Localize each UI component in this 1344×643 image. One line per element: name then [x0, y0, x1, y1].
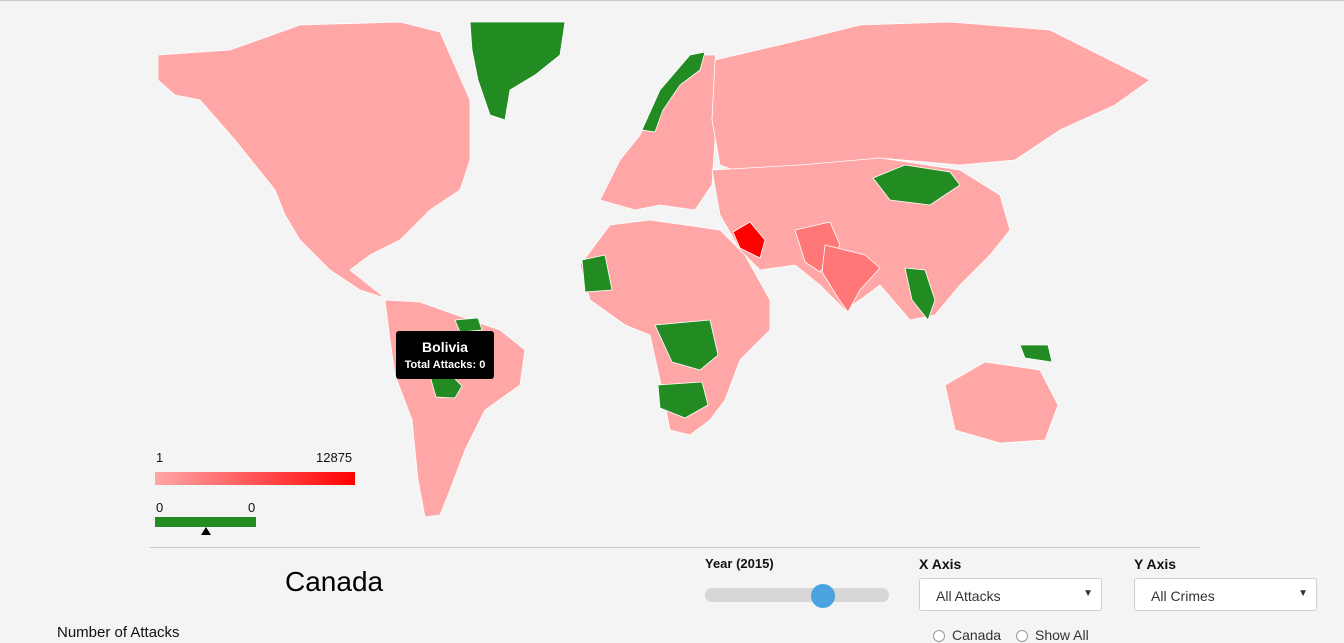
- zero-legend-min: 0: [156, 500, 164, 515]
- chevron-down-icon: ▼: [1298, 588, 1308, 599]
- number-of-attacks-label: Number of Attacks: [57, 624, 180, 641]
- zero-color-scale: [155, 517, 256, 527]
- top-border: [0, 0, 1344, 1]
- attacks-color-scale: [155, 472, 355, 485]
- x-axis-select[interactable]: All Attacks ▼: [919, 578, 1102, 611]
- attacks-legend-max: 12875: [316, 450, 353, 465]
- tooltip-country-name: Bolivia: [422, 339, 468, 355]
- map-region[interactable]: [581, 254, 613, 293]
- selected-country-title: Canada: [285, 566, 384, 597]
- radio-country[interactable]: [933, 630, 945, 642]
- radio-show-all-label: Show All: [1035, 627, 1089, 643]
- year-label: Year (2015): [705, 556, 774, 571]
- map-region[interactable]: [641, 51, 706, 133]
- zero-legend-max: 0: [248, 500, 256, 515]
- y-axis-select[interactable]: All Crimes ▼: [1134, 578, 1317, 611]
- map-region[interactable]: [904, 267, 936, 321]
- map-region[interactable]: [454, 317, 483, 333]
- y-axis-select-value: All Crimes: [1151, 588, 1215, 604]
- year-slider-thumb[interactable]: [810, 584, 835, 608]
- map-region[interactable]: [1019, 344, 1053, 363]
- world-map: [157, 21, 1151, 518]
- tooltip-total-attacks: Total Attacks: 0: [404, 359, 486, 371]
- attacks-legend-min: 1: [156, 450, 164, 465]
- country-tooltip: Bolivia Total Attacks: 0: [396, 331, 494, 379]
- radio-show-all[interactable]: [1016, 630, 1028, 642]
- year-slider[interactable]: [705, 588, 889, 602]
- chevron-down-icon: ▼: [1083, 588, 1093, 599]
- map-region[interactable]: [599, 54, 721, 211]
- map-region[interactable]: [469, 21, 566, 121]
- legend-marker-triangle-icon: [201, 527, 211, 535]
- map-region[interactable]: [157, 21, 471, 299]
- map-region[interactable]: [654, 319, 719, 371]
- section-divider: [150, 547, 1200, 548]
- y-axis-label: Y Axis: [1134, 556, 1177, 572]
- x-axis-select-value: All Attacks: [936, 588, 1001, 604]
- map-region[interactable]: [732, 221, 766, 259]
- map-region[interactable]: [821, 244, 881, 313]
- x-axis-label: X Axis: [919, 556, 962, 572]
- map-region[interactable]: [944, 361, 1059, 444]
- map-region[interactable]: [711, 21, 1151, 181]
- map-region[interactable]: [872, 164, 961, 206]
- map-region[interactable]: [657, 381, 709, 419]
- radio-country-label: Canada: [952, 627, 1002, 643]
